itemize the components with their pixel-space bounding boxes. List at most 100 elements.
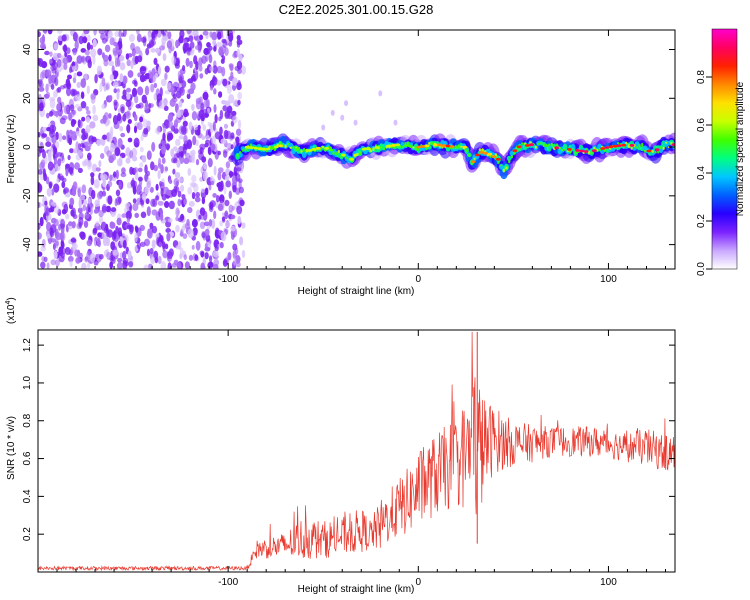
ridge-peak bbox=[495, 157, 501, 161]
noise-speckle bbox=[229, 135, 235, 140]
noise-speckle bbox=[89, 121, 96, 129]
ridge-core bbox=[502, 168, 506, 173]
ridge-core bbox=[369, 149, 372, 153]
noise-speckle bbox=[240, 65, 247, 75]
noise-speckle bbox=[203, 163, 208, 170]
noise-speckle bbox=[141, 94, 147, 104]
noise-speckle bbox=[103, 226, 108, 234]
noise-speckle bbox=[49, 58, 53, 64]
noise-speckle bbox=[72, 48, 77, 56]
noise-speckle bbox=[241, 250, 246, 258]
noise-speckle bbox=[61, 135, 67, 140]
y-tick-label: 0.6 bbox=[22, 451, 33, 465]
noise-speckle bbox=[228, 94, 235, 104]
noise-speckle bbox=[146, 206, 151, 217]
noise-speckle bbox=[109, 74, 115, 81]
noise-speckle bbox=[39, 161, 45, 171]
noise-speckle bbox=[116, 261, 123, 269]
noise-speckle bbox=[94, 199, 99, 208]
noise-speckle bbox=[125, 110, 131, 119]
ridge-peak bbox=[261, 147, 267, 151]
ridge-peak bbox=[579, 149, 585, 153]
noise-speckle bbox=[53, 250, 58, 260]
noise-speckle bbox=[139, 146, 144, 153]
noise-speckle bbox=[122, 239, 127, 249]
noise-speckle bbox=[46, 91, 51, 98]
ridge-core bbox=[236, 153, 239, 158]
noise-speckle bbox=[188, 121, 193, 131]
snr-panel: -100 0 100 0.2 0.4 0.6 0.8 1.0 1.2 Height of str… bbox=[5, 297, 676, 595]
noise-speckle bbox=[178, 100, 183, 108]
noise-speckle bbox=[63, 203, 69, 214]
noise-speckle bbox=[127, 53, 133, 58]
noise-speckle bbox=[153, 82, 158, 89]
noise-speckle bbox=[103, 59, 109, 67]
noise-speckle bbox=[195, 139, 199, 147]
noise-speckle bbox=[100, 153, 105, 159]
noise-speckle bbox=[99, 215, 103, 224]
noise-speckle bbox=[166, 134, 171, 142]
noise-speckle bbox=[130, 60, 134, 69]
noise-speckle bbox=[140, 134, 144, 141]
noise-speckle bbox=[77, 167, 83, 174]
noise-speckle bbox=[107, 30, 113, 39]
noise-speckle bbox=[69, 260, 73, 268]
noise-speckle bbox=[42, 96, 46, 103]
y-tick-label: 0 bbox=[22, 144, 33, 150]
noise-speckle bbox=[75, 141, 79, 151]
noise-speckle bbox=[149, 222, 154, 229]
noise-speckle bbox=[213, 45, 217, 52]
noise-speckle bbox=[186, 139, 193, 150]
noise-speckle bbox=[209, 124, 214, 134]
noise-speckle bbox=[231, 110, 237, 117]
noise-speckle bbox=[133, 114, 138, 122]
ridge-core bbox=[598, 148, 601, 152]
noise-speckle bbox=[224, 47, 229, 56]
noise-speckle bbox=[208, 219, 213, 227]
ridge-core bbox=[287, 142, 290, 146]
outlier-speckle bbox=[340, 114, 345, 121]
ridge-peak bbox=[324, 147, 329, 150]
noise-speckle bbox=[115, 189, 121, 197]
ridge-peak bbox=[248, 146, 254, 150]
noise-speckle bbox=[66, 82, 72, 90]
noise-speckle bbox=[76, 71, 83, 77]
noise-speckle bbox=[199, 73, 204, 79]
noise-speckle bbox=[237, 91, 243, 100]
ridge-peak bbox=[416, 145, 422, 149]
ridge-core bbox=[305, 148, 309, 153]
noise-speckle bbox=[109, 221, 116, 229]
noise-speckle bbox=[46, 112, 50, 119]
noise-speckle bbox=[89, 203, 94, 209]
noise-speckle bbox=[143, 127, 149, 135]
noise-speckle bbox=[50, 201, 57, 207]
noise-speckle bbox=[233, 257, 237, 266]
noise-speckle bbox=[44, 200, 48, 206]
noise-speckle bbox=[200, 251, 205, 258]
ridge-peak bbox=[403, 144, 409, 147]
noise-speckle bbox=[221, 66, 226, 77]
noise-speckle bbox=[49, 96, 56, 102]
ridge-core bbox=[345, 156, 348, 159]
ridge-peak bbox=[525, 144, 530, 147]
noise-speckle bbox=[55, 141, 60, 149]
noise-speckle bbox=[236, 205, 243, 215]
noise-speckle bbox=[114, 147, 121, 157]
noise-speckle bbox=[207, 121, 211, 127]
noise-speckle bbox=[144, 85, 150, 96]
noise-speckle bbox=[205, 98, 210, 109]
noise-speckle bbox=[146, 150, 152, 160]
noise-speckle bbox=[187, 207, 193, 214]
noise-speckle bbox=[120, 132, 126, 138]
ridge-core bbox=[239, 151, 242, 154]
noise-speckle bbox=[177, 190, 182, 198]
ridge-peak bbox=[366, 147, 371, 151]
ridge-peak bbox=[445, 144, 451, 148]
noise-speckle bbox=[211, 135, 216, 145]
noise-speckle bbox=[146, 177, 152, 187]
noise-speckle bbox=[72, 76, 77, 84]
spectrogram-frame bbox=[37, 29, 676, 270]
noise-speckle bbox=[119, 126, 124, 132]
noise-speckle bbox=[198, 65, 203, 72]
noise-speckle bbox=[84, 128, 89, 134]
